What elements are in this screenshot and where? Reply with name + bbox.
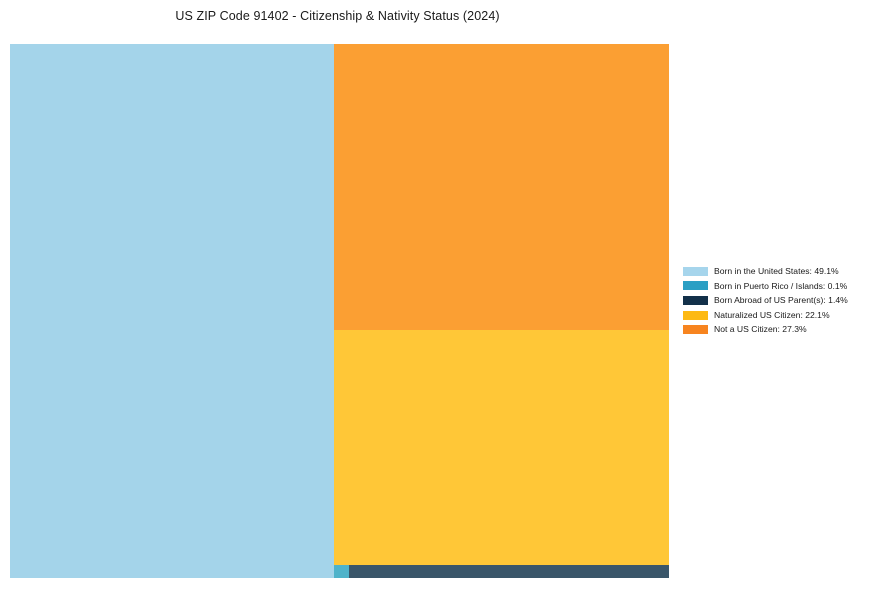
- legend-item[interactable]: Born in the United States: 49.1%: [683, 264, 883, 279]
- treemap-tile-naturalized-us-citizen[interactable]: [333, 330, 669, 566]
- legend-item[interactable]: Naturalized US Citizen: 22.1%: [683, 308, 883, 323]
- legend-item-label: Born in the United States: 49.1%: [714, 266, 839, 276]
- legend-item-label: Naturalized US Citizen: 22.1%: [714, 309, 830, 320]
- legend-item[interactable]: Born in Puerto Rico / Islands: 0.1%: [683, 279, 883, 294]
- legend-item-label: Born in Puerto Rico / Islands: 0.1%: [714, 280, 848, 291]
- treemap-tile-not-a-us-citizen[interactable]: [333, 44, 669, 331]
- legend-swatch-icon: [683, 266, 708, 276]
- legend-swatch-icon: [683, 281, 708, 291]
- treemap-tile-born-in-puerto-rico-islands[interactable]: [333, 565, 349, 578]
- treemap-tile-born-abroad-of-us-parent-s[interactable]: [348, 565, 669, 578]
- chart-title: US ZIP Code 91402 - Citizenship & Nativi…: [175, 9, 500, 23]
- legend-swatch-icon: [683, 325, 708, 335]
- legend-item-label: Born Abroad of US Parent(s): 1.4%: [714, 295, 848, 306]
- legend-item[interactable]: Born Abroad of US Parent(s): 1.4%: [683, 293, 883, 308]
- chart-legend: Born in the United States: 49.1% Born in …: [683, 264, 883, 337]
- legend-item-label: Not a US Citizen: 27.3%: [714, 324, 807, 335]
- legend-swatch-icon: [683, 310, 708, 320]
- treemap-tile-born-in-the-united-states[interactable]: [10, 44, 334, 578]
- legend-swatch-icon: [683, 295, 708, 305]
- treemap-plot-area: [10, 44, 669, 578]
- legend-item[interactable]: Not a US Citizen: 27.3%: [683, 322, 883, 337]
